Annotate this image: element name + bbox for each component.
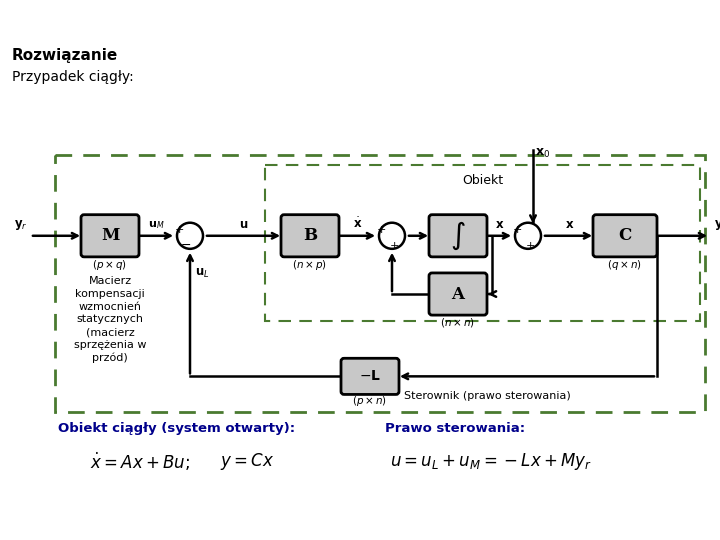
Text: $u=u_L+u_M=-Lx+My_r$: $u=u_L+u_M=-Lx+My_r$ <box>390 451 592 471</box>
FancyBboxPatch shape <box>281 215 339 257</box>
Text: Macierz
kompensacji
wzmocnień
statycznych
(macierz
sprzężenia w
przód): Macierz kompensacji wzmocnień statycznyc… <box>73 276 146 363</box>
Text: C: C <box>618 227 631 244</box>
Text: +: + <box>174 225 184 235</box>
Text: $-\mathbf{L}$: $-\mathbf{L}$ <box>359 369 381 383</box>
Circle shape <box>379 222 405 249</box>
Text: +: + <box>513 225 522 235</box>
Text: $\dot{\mathbf{x}}$: $\dot{\mathbf{x}}$ <box>353 217 362 231</box>
Text: +: + <box>377 225 386 235</box>
Text: $\mathbf{x}_0$: $\mathbf{x}_0$ <box>535 147 550 160</box>
Bar <box>55 156 705 411</box>
FancyBboxPatch shape <box>341 358 399 394</box>
Text: Rozwiązanie: Rozwiązanie <box>12 48 118 63</box>
Text: $(n\times n)$: $(n\times n)$ <box>441 316 475 329</box>
Text: $y=Cx$: $y=Cx$ <box>220 451 274 471</box>
Text: $\mathbf{u}_L$: $\mathbf{u}_L$ <box>195 267 210 280</box>
Text: $\int$: $\int$ <box>450 220 466 252</box>
Text: $\mathbf{y}$: $\mathbf{y}$ <box>714 218 720 232</box>
Text: 5: 5 <box>701 519 711 533</box>
Text: Sterownik (prawo sterowania): Sterownik (prawo sterowania) <box>404 392 571 401</box>
Text: $(p\times n)$: $(p\times n)$ <box>353 394 387 408</box>
Circle shape <box>515 222 541 249</box>
Text: $(p\times q)$: $(p\times q)$ <box>92 258 127 272</box>
Text: A: A <box>451 286 464 302</box>
Text: ©  Kazimierz Duzinkiewicz, dr hab. inż., prof. nadzw. PG: © Kazimierz Duzinkiewicz, dr hab. inż., … <box>9 521 300 531</box>
Text: Obiekt ciągły (system otwarty):: Obiekt ciągły (system otwarty): <box>58 422 295 435</box>
Text: Przypadek ciągły:: Przypadek ciągły: <box>12 70 134 84</box>
Circle shape <box>177 222 203 249</box>
Text: Sterowanie – metoda alokacji biegunów I: Sterowanie – metoda alokacji biegunów I <box>469 14 711 26</box>
Text: $\mathbf{u}$: $\mathbf{u}$ <box>239 218 248 231</box>
FancyBboxPatch shape <box>429 215 487 257</box>
Text: Katedra Inżynierii Systemów Sterowania: Katedra Inżynierii Systemów Sterowania <box>432 521 642 531</box>
Text: Prawo sterowania:: Prawo sterowania: <box>385 422 525 435</box>
Text: −: − <box>181 239 192 252</box>
Text: Teoria sterowania  2016/2017: Teoria sterowania 2016/2017 <box>9 14 184 26</box>
FancyBboxPatch shape <box>429 273 487 315</box>
Text: $\mathbf{x}$: $\mathbf{x}$ <box>565 218 575 231</box>
Text: $\mathbf{y}_r$: $\mathbf{y}_r$ <box>14 218 28 232</box>
Text: $(n\times p)$: $(n\times p)$ <box>292 258 328 272</box>
FancyBboxPatch shape <box>593 215 657 257</box>
Text: $\mathbf{u}_M$: $\mathbf{u}_M$ <box>148 219 165 231</box>
FancyBboxPatch shape <box>81 215 139 257</box>
Text: +: + <box>526 241 535 251</box>
Text: M: M <box>101 227 120 244</box>
Text: B: B <box>303 227 317 244</box>
Text: $(q\times n)$: $(q\times n)$ <box>608 258 642 272</box>
Bar <box>265 165 700 321</box>
Text: $\mathbf{x}$: $\mathbf{x}$ <box>495 218 504 231</box>
Text: +: + <box>390 241 399 251</box>
Text: Obiekt: Obiekt <box>462 173 503 186</box>
Text: $\dot{x}=Ax+Bu;$: $\dot{x}=Ax+Bu;$ <box>90 451 190 473</box>
